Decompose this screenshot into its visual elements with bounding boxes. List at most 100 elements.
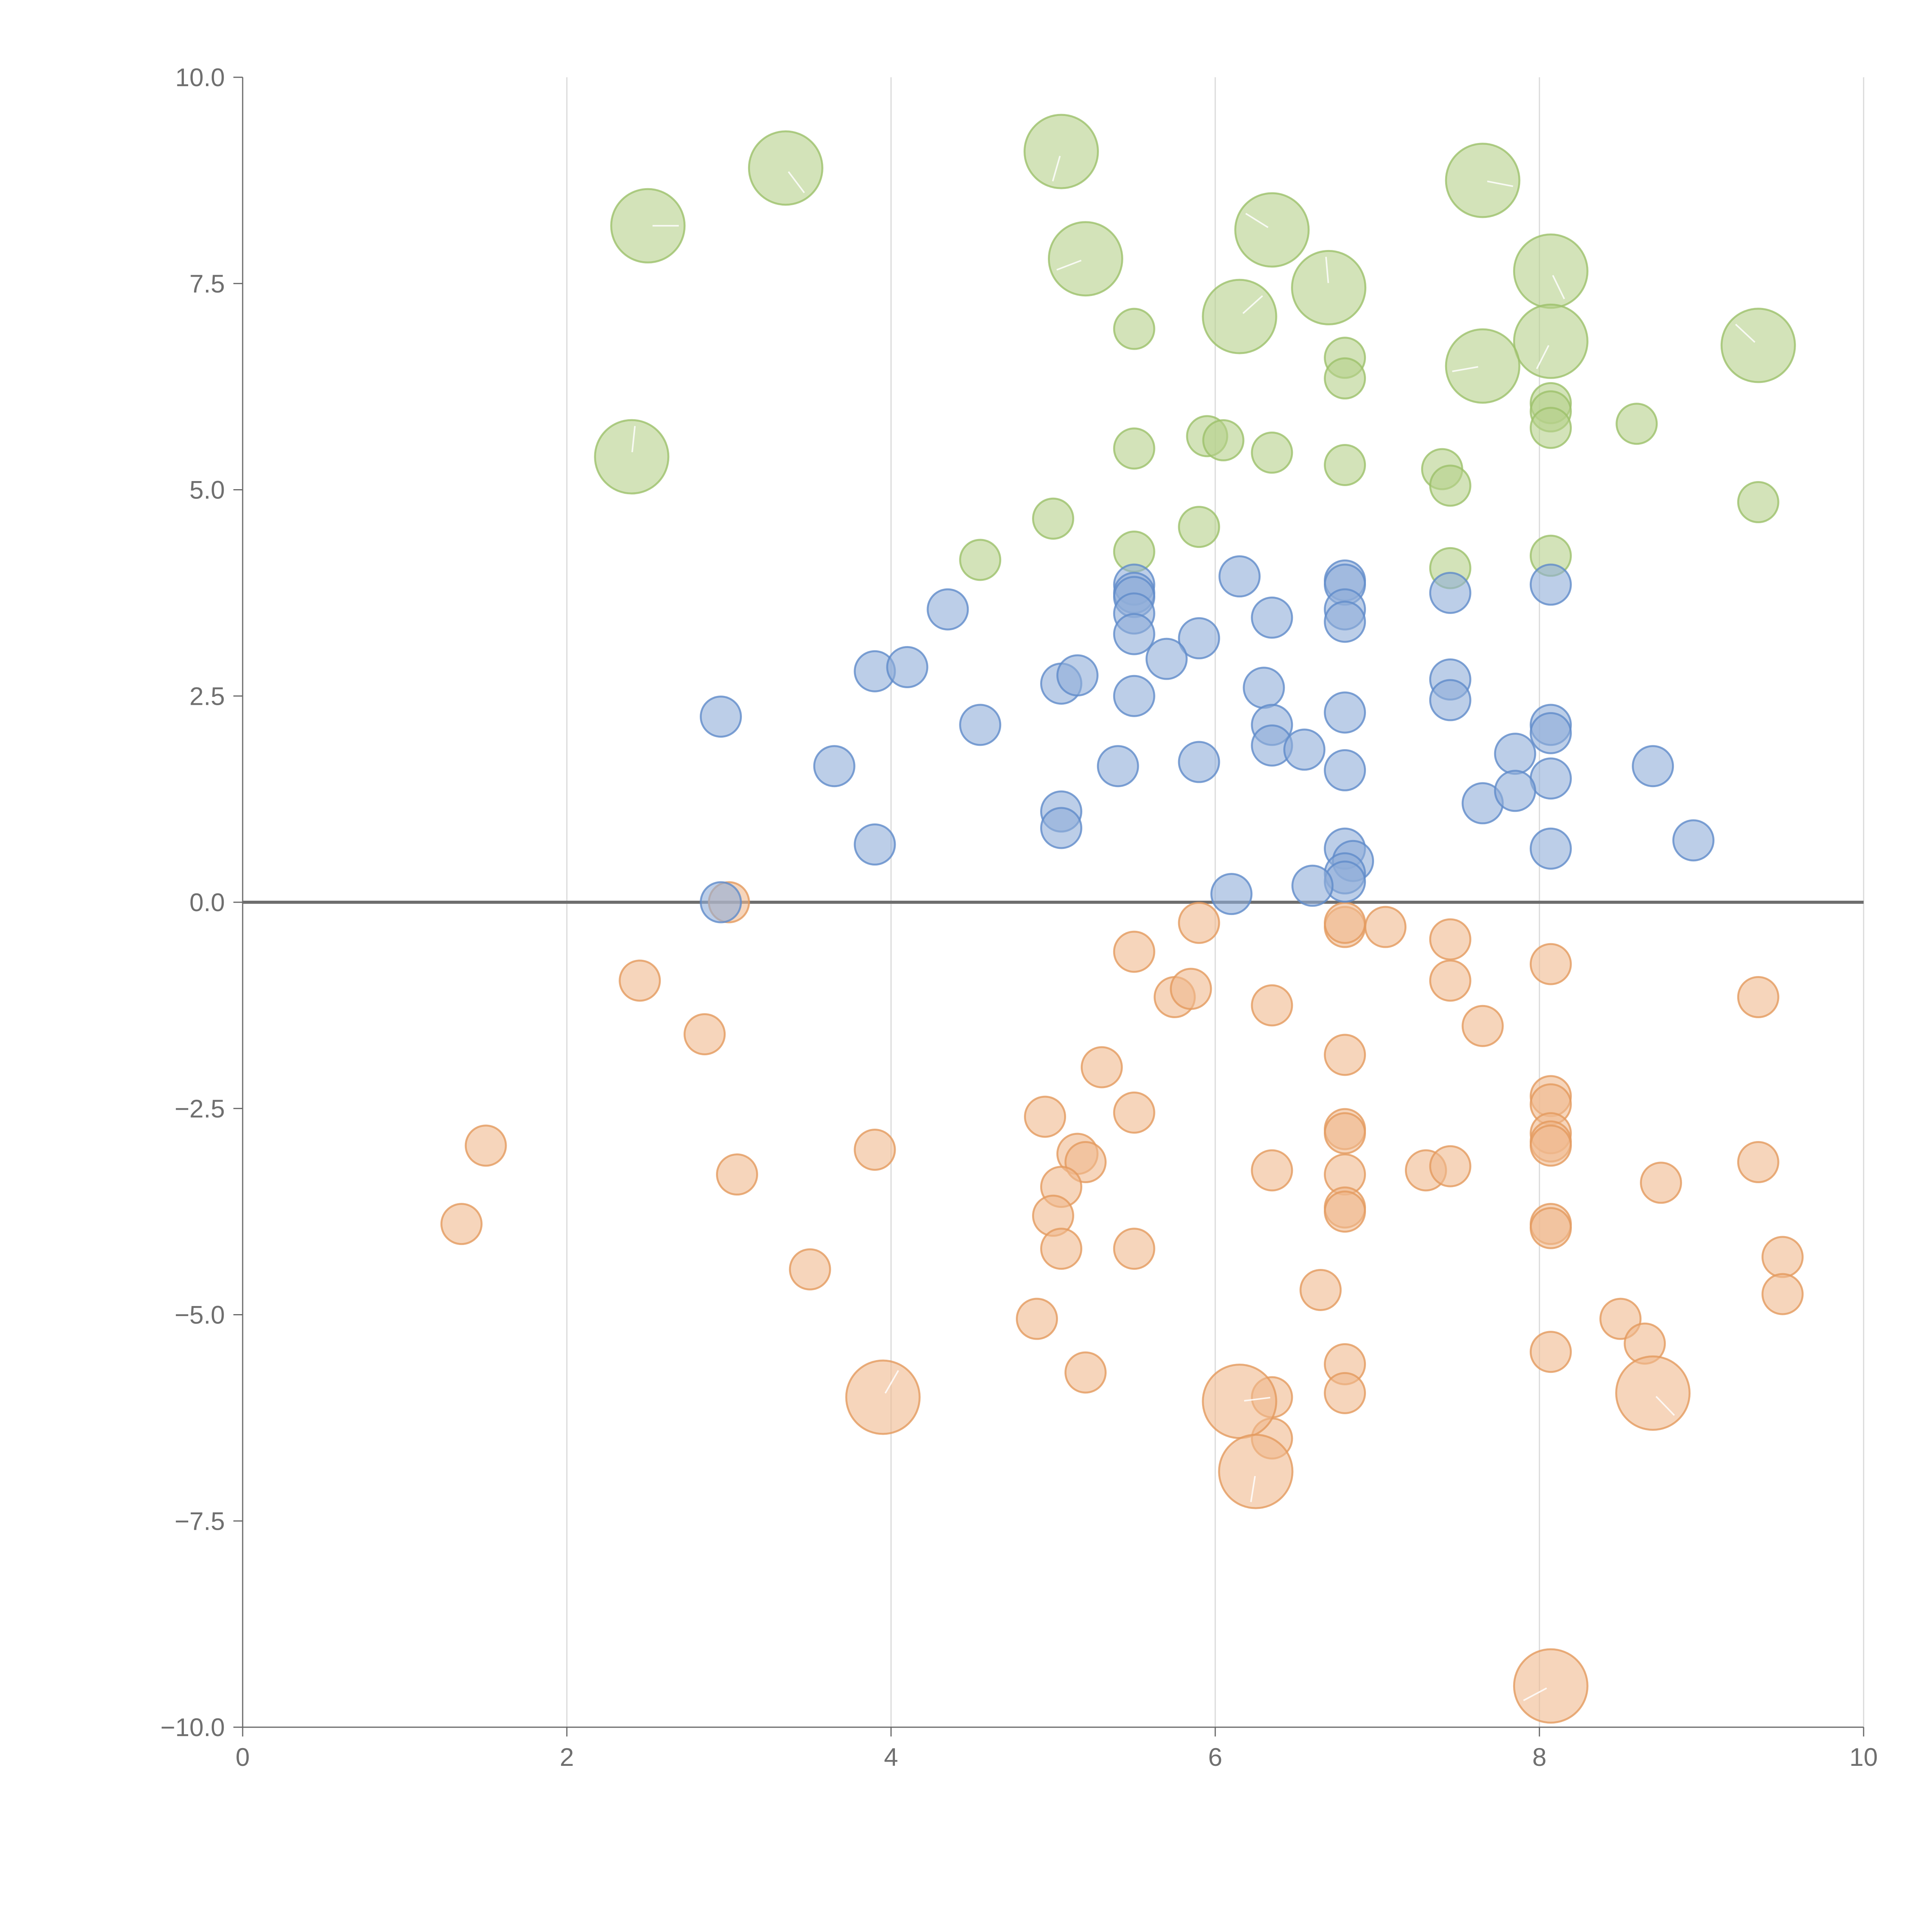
data-point-blue: [1529, 827, 1572, 870]
data-point-blue: [1113, 675, 1155, 717]
data-point-orange: [1513, 1648, 1588, 1724]
data-point-orange: [1529, 1124, 1572, 1167]
data-point-blue: [1494, 733, 1536, 775]
data-point-blue: [1529, 757, 1572, 800]
data-points: [440, 114, 1804, 1724]
data-point-green: [1513, 303, 1588, 379]
data-point-orange: [789, 1248, 831, 1291]
x-tick-label: 4: [884, 1743, 898, 1771]
point-leader-line: [1052, 156, 1061, 182]
data-point-green: [1445, 328, 1520, 404]
data-point-orange: [1064, 1351, 1107, 1394]
x-ticks: 0 2 4 6 8 10: [236, 1727, 1878, 1771]
data-point-green: [1429, 464, 1471, 507]
data-point-orange: [1324, 1112, 1366, 1155]
y-tick-label: 5.0: [189, 476, 225, 504]
data-point-blue: [886, 646, 929, 689]
point-leader-line: [1325, 257, 1329, 283]
point-leader-line: [1552, 275, 1565, 299]
data-point-green: [1202, 419, 1245, 461]
data-point-blue: [1324, 600, 1366, 643]
data-point-orange: [1615, 1355, 1691, 1431]
data-point-blue: [1429, 679, 1471, 721]
x-tick-label: 10: [1849, 1743, 1878, 1771]
y-tick-label: −10.0: [160, 1713, 225, 1742]
data-point-green: [959, 539, 1002, 581]
data-point-orange: [1218, 1434, 1294, 1509]
data-point-orange: [716, 1153, 758, 1196]
data-point-green: [594, 419, 670, 495]
y-tick-label: 10.0: [175, 63, 225, 92]
point-leader-line: [787, 171, 805, 193]
data-point-green: [1234, 192, 1310, 268]
data-point-orange: [1324, 901, 1366, 944]
data-point-green: [1529, 406, 1572, 449]
data-point-orange: [1529, 1331, 1572, 1373]
y-tick-label: 0.0: [189, 888, 225, 917]
data-point-blue: [1429, 571, 1471, 614]
x-tick-label: 8: [1532, 1743, 1547, 1771]
data-point-green: [1324, 444, 1366, 486]
data-point-blue: [1632, 745, 1674, 787]
point-leader-line: [1536, 345, 1549, 369]
data-point-orange: [1737, 1141, 1779, 1184]
data-point-orange: [464, 1124, 507, 1167]
data-point-blue: [1494, 770, 1536, 812]
data-point-green: [1513, 233, 1588, 309]
data-point-orange: [1761, 1236, 1804, 1278]
y-ticks: 10.0 7.5 5.0 2.5 0.0 −2.5 −5.0 −7.5 −10.0: [160, 63, 243, 1742]
data-point-orange: [1024, 1095, 1066, 1138]
data-point-orange: [684, 1013, 726, 1056]
data-point-green: [1291, 250, 1367, 325]
data-point-orange: [1364, 906, 1406, 948]
y-tick-label: −7.5: [175, 1507, 225, 1535]
y-tick-label: 2.5: [189, 682, 225, 710]
data-point-orange: [1429, 959, 1471, 1002]
point-leader-line: [1244, 1396, 1270, 1402]
data-point-blue: [1529, 712, 1572, 754]
data-point-blue: [854, 823, 896, 866]
data-point-green: [1616, 403, 1658, 445]
data-point-orange: [440, 1203, 483, 1245]
point-leader-line: [884, 1370, 899, 1394]
data-point-green: [1737, 481, 1779, 524]
data-point-orange: [1113, 930, 1155, 973]
data-point-blue: [1178, 617, 1220, 660]
data-point-orange: [1113, 1091, 1155, 1134]
data-point-orange: [1324, 1034, 1366, 1076]
y-tick-label: −2.5: [175, 1094, 225, 1123]
point-leader-line: [1487, 180, 1514, 187]
data-point-green: [1032, 497, 1074, 540]
point-leader-line: [1056, 260, 1082, 271]
data-point-orange: [1251, 984, 1293, 1027]
point-leader-line: [1245, 213, 1269, 228]
data-point-green: [1324, 357, 1366, 400]
data-point-orange: [1429, 918, 1471, 961]
point-leader-line: [1655, 1396, 1675, 1416]
data-point-orange: [1170, 968, 1212, 1010]
x-tick-label: 0: [236, 1743, 250, 1771]
data-point-orange: [1202, 1364, 1277, 1439]
data-point-blue: [1529, 563, 1572, 606]
data-point-orange: [1640, 1162, 1682, 1204]
data-point-orange: [1429, 1145, 1471, 1187]
data-point-green: [1023, 114, 1099, 189]
data-point-orange: [845, 1359, 921, 1435]
data-point-orange: [1040, 1228, 1082, 1270]
data-point-blue: [927, 588, 969, 631]
data-point-green: [1720, 308, 1796, 383]
data-point-orange: [1529, 943, 1572, 985]
data-point-blue: [1097, 745, 1139, 787]
data-point-orange: [1529, 1207, 1572, 1249]
data-point-green: [1113, 308, 1155, 350]
point-leader-line: [1735, 323, 1755, 343]
data-point-orange: [1324, 1372, 1366, 1414]
data-point-orange: [1251, 1149, 1293, 1192]
data-point-orange: [1461, 1005, 1504, 1047]
x-tick-label: 2: [560, 1743, 574, 1771]
data-point-orange: [1016, 1298, 1058, 1340]
data-point-green: [1251, 431, 1293, 474]
data-point-blue: [1218, 555, 1261, 598]
data-point-green: [610, 188, 686, 264]
data-point-blue: [813, 745, 855, 787]
